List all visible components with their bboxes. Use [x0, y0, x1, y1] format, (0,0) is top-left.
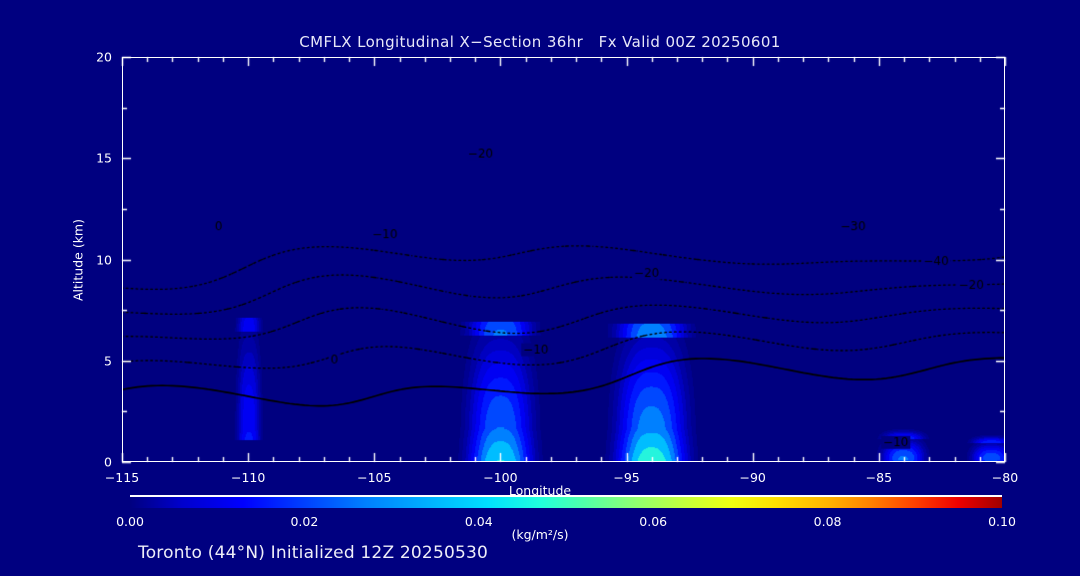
y-tick-label: 5 [104, 353, 112, 369]
page-title: CMFLX Longitudinal X−Section 36hr Fx Val… [299, 33, 781, 51]
colorbar-units-label: (kg/m²/s) [511, 527, 569, 542]
cross-section-canvas [123, 58, 1004, 461]
colorbar-gradient [130, 495, 1002, 508]
x-tick-label: −85 [865, 470, 893, 485]
y-tick-label: 20 [96, 49, 112, 65]
y-tick-label: 0 [104, 454, 112, 470]
caption: Toronto (44°N) Initialized 12Z 20250530 [138, 543, 489, 563]
colorbar [130, 495, 1002, 508]
x-tick-label: −115 [104, 470, 140, 485]
x-tick-label: −110 [230, 470, 266, 485]
y-tick-label: 15 [96, 150, 112, 166]
y-tick-label: 10 [96, 252, 112, 267]
x-tick-label: −80 [991, 470, 1019, 485]
x-tick-label: −105 [357, 470, 392, 485]
x-tick-label: −90 [739, 470, 766, 485]
plot-area [122, 57, 1005, 462]
x-tick-label: −95 [613, 470, 640, 485]
x-tick-label: −100 [483, 470, 518, 485]
